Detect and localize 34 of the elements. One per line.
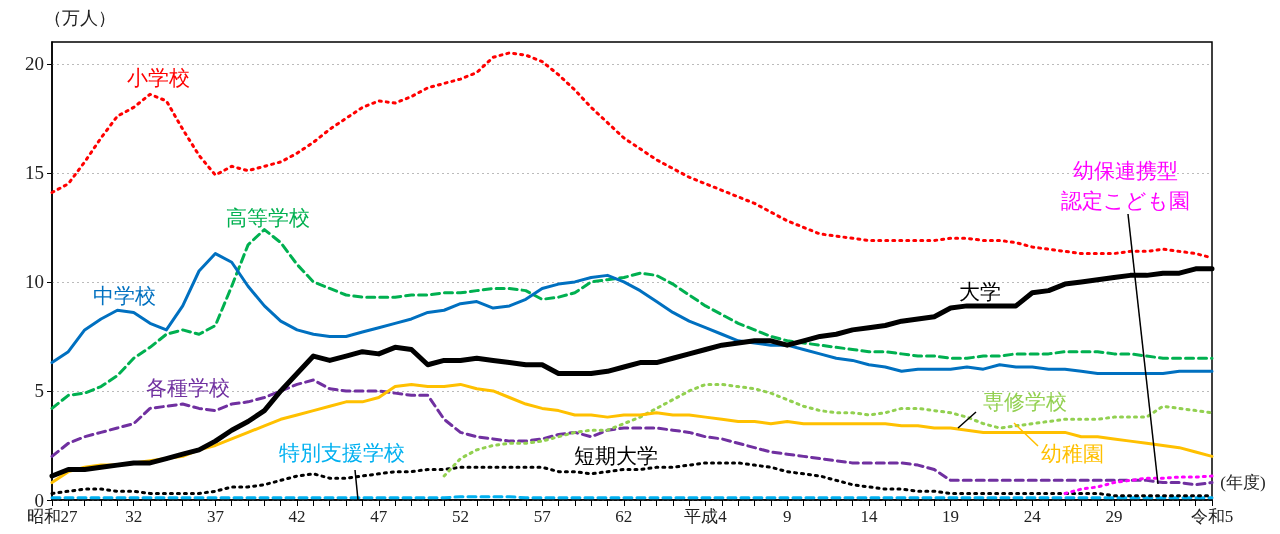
x-tick-label: 19 — [942, 507, 960, 526]
x-tick-label: 平成4 — [684, 507, 728, 526]
x-tick-label: 62 — [615, 507, 633, 526]
x-tick-label: 37 — [206, 507, 225, 526]
x-tick-label: 9 — [782, 507, 792, 526]
series-label: 高等学校 — [226, 206, 310, 230]
line-series — [442, 382, 1214, 478]
x-tick-label: 29 — [1105, 507, 1123, 526]
x-tick-label: 令和5 — [1190, 507, 1234, 526]
x-tick-label: 57 — [533, 507, 552, 526]
series-label: 専修学校 — [983, 390, 1067, 414]
text: 幼保連携型認定こども園 — [1060, 159, 1190, 213]
legend-label: 幼稚園 — [1040, 442, 1104, 466]
x-tick-label: 42 — [288, 507, 306, 526]
line-series — [50, 228, 1214, 410]
x-tick-label: 47 — [370, 507, 388, 526]
y-tick-label: 15 — [25, 162, 44, 184]
line-series — [1063, 474, 1214, 495]
series-label: 短期大学 — [574, 444, 658, 468]
series-label: 中学校 — [92, 284, 156, 308]
x-tick-label: 14 — [860, 507, 878, 526]
x-tick-label: 32 — [125, 507, 143, 526]
series-label: 小学校 — [126, 66, 190, 90]
y-tick-label: 10 — [25, 271, 44, 293]
y-tick-label: 20 — [25, 53, 44, 75]
x-tick-label: 52 — [451, 507, 469, 526]
x-axis-title: (年度) — [1220, 472, 1266, 492]
series-label: 大学 — [959, 280, 1001, 304]
line-series — [50, 252, 1214, 375]
y-axis-title: （万人） — [44, 8, 116, 28]
series-label: 特別支援学校 — [279, 441, 405, 465]
series-label: 各種学校 — [146, 376, 230, 400]
y-tick-label: 5 — [34, 380, 44, 402]
x-tick-label: 24 — [1023, 507, 1042, 526]
